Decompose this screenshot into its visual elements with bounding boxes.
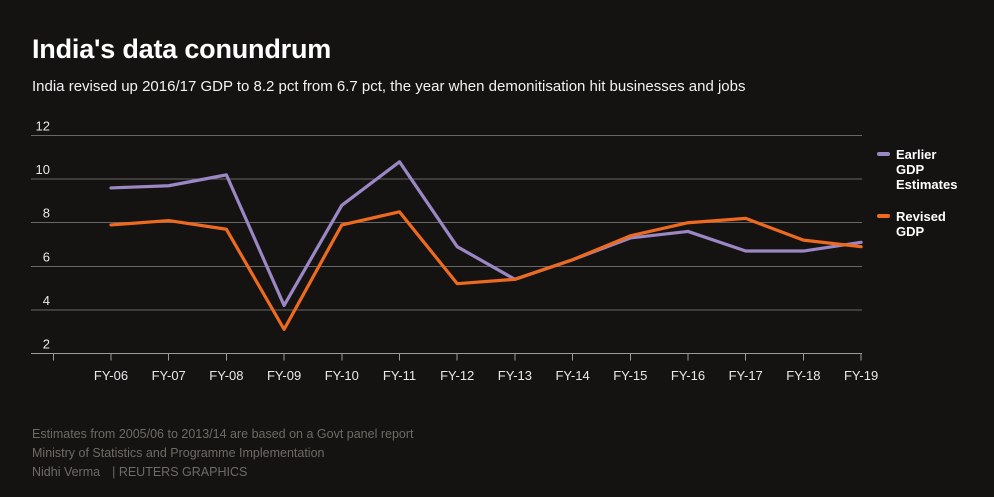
y-tick-label: 12: [36, 119, 50, 134]
x-tick-label: FY-06: [94, 368, 128, 383]
chart-footer: Estimates from 2005/06 to 2013/14 are ba…: [32, 425, 414, 481]
x-tick-label: FY-13: [498, 368, 532, 383]
y-tick-label: 4: [43, 293, 50, 308]
x-tick-label: FY-09: [267, 368, 301, 383]
footer-source: Ministry of Statistics and Programme Imp…: [32, 445, 325, 460]
y-tick-label: 6: [43, 249, 50, 264]
x-tick-label: FY-18: [786, 368, 820, 383]
x-tick-label: FY-14: [555, 368, 589, 383]
y-tick-label: 10: [36, 162, 50, 177]
x-tick-label: FY-16: [671, 368, 705, 383]
y-tick-label: 8: [43, 206, 50, 221]
page-title: India's data conundrum: [32, 34, 332, 64]
x-tick-label: FY-11: [383, 368, 416, 383]
x-tick-label: FY-07: [152, 368, 186, 383]
x-tick-label: FY-19: [844, 368, 878, 383]
legend-label-earlier-gdp: Earlier GDP Estimates: [896, 147, 958, 193]
footer-credit: | REUTERS GRAPHICS: [112, 464, 248, 479]
footer-byline: Nidhi Verma: [32, 464, 101, 479]
x-tick-label: FY-15: [613, 368, 647, 383]
chart-subtitle: India revised up 2016/17 GDP to 8.2 pct …: [32, 78, 746, 95]
legend-item-earlier-gdp: Earlier GDP Estimates: [877, 147, 989, 192]
x-tick-label: FY-12: [440, 368, 474, 383]
legend-swatch-earlier-gdp-icon: [877, 152, 890, 156]
series-line-revised-gdp: [109, 210, 863, 331]
legend-label-revised-gdp: Revised GDP: [896, 209, 946, 240]
series-line-earlier-gdp-estimates: [109, 160, 863, 308]
footer-note: Estimates from 2005/06 to 2013/14 are ba…: [32, 427, 414, 441]
x-tick-label: FY-17: [729, 368, 763, 383]
legend-swatch-revised-gdp-icon: [877, 214, 890, 219]
footer-byline-row: Nidhi Verma | REUTERS GRAPHICS: [32, 463, 414, 482]
chart-legend: Earlier GDP Estimates Revised GDP: [877, 147, 989, 256]
x-tick-label: FY-08: [209, 368, 243, 383]
x-tick-label: FY-10: [325, 368, 359, 383]
legend-item-revised-gdp: Revised GDP: [877, 209, 989, 239]
y-tick-label: 2: [43, 336, 50, 351]
